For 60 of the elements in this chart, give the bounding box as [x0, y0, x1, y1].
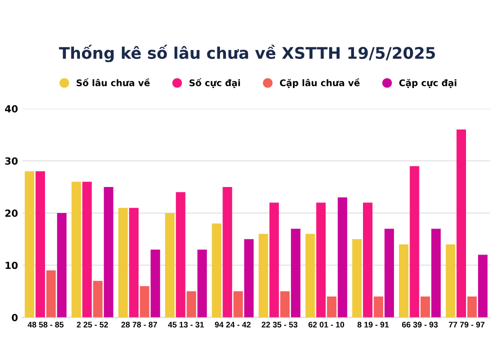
bar	[72, 182, 82, 318]
bar	[431, 228, 441, 318]
bar	[212, 223, 222, 318]
bar	[456, 130, 466, 318]
y-tick-label: 30	[5, 157, 18, 165]
x-tick-label: 8 19 - 91	[357, 322, 389, 328]
bar	[280, 291, 290, 318]
legend-label: Cặp cực đại	[399, 79, 456, 88]
bar	[305, 234, 315, 318]
bar	[290, 228, 300, 318]
x-tick-label: 66 39 - 93	[402, 322, 438, 328]
bar	[467, 296, 477, 318]
y-tick-label: 20	[5, 210, 18, 217]
x-tick-label: 48 58 - 85	[28, 322, 64, 328]
bar	[176, 192, 186, 318]
x-tick-label: 2 25 - 52	[76, 322, 108, 328]
bar	[362, 202, 372, 318]
bar	[258, 234, 268, 318]
bar	[244, 239, 254, 318]
chart-title: Thống kê số lâu chưa về XSTTH 19/5/2025	[59, 44, 435, 62]
bar	[374, 296, 384, 318]
x-tick-label: 62 01 - 10	[308, 322, 344, 328]
bar	[150, 250, 160, 318]
legend-label: Số lâu chưa về	[76, 78, 150, 86]
bar	[269, 202, 279, 318]
legend-label: Cặp lâu chưa về	[280, 78, 360, 88]
bar	[93, 280, 103, 318]
legend-label: Số cực đại	[190, 78, 240, 88]
bar	[36, 171, 46, 318]
bar	[316, 202, 326, 318]
bar	[410, 166, 420, 318]
bar	[165, 213, 175, 318]
y-tick-label: 10	[6, 262, 18, 270]
x-tick-label: 77 79 - 97	[448, 322, 484, 328]
bar	[478, 254, 488, 318]
y-tick-label: 40	[5, 105, 18, 113]
bar	[46, 270, 56, 318]
bar	[197, 250, 207, 318]
x-tick-label: 45 13 - 31	[168, 322, 204, 328]
bar	[233, 291, 243, 318]
bar	[338, 197, 348, 318]
bar	[420, 296, 430, 318]
bar	[326, 296, 336, 318]
bar	[399, 244, 408, 318]
x-tick-label: 28 78 - 87	[121, 322, 158, 328]
bar	[24, 171, 34, 318]
y-tick-label: 0	[12, 314, 18, 322]
bar	[57, 213, 67, 318]
x-tick-label: 94 24 - 42	[214, 322, 251, 328]
bar	[222, 186, 232, 318]
bar	[129, 208, 139, 318]
bar	[104, 186, 114, 318]
x-tick-label: 22 35 - 53	[262, 322, 298, 328]
bar	[140, 286, 150, 318]
bar	[186, 291, 196, 318]
bar	[82, 182, 92, 318]
bar	[352, 239, 362, 318]
bar	[446, 244, 456, 318]
bar	[384, 228, 394, 318]
bar	[118, 208, 128, 318]
